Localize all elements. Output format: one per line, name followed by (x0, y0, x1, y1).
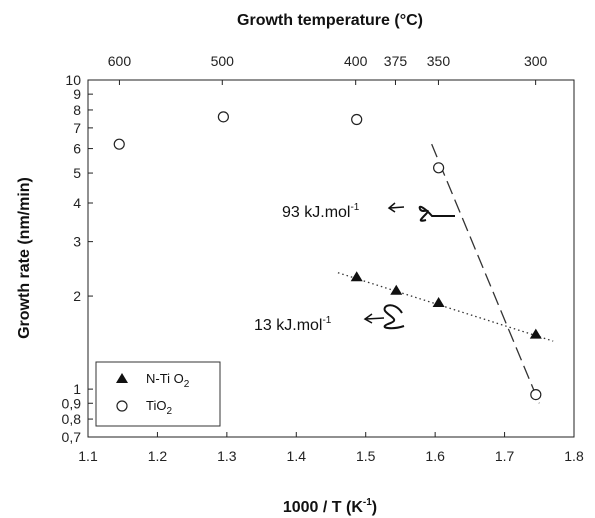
annotation-ntio2: 13 kJ.mol-1 (254, 304, 405, 334)
x-tick-label: 1.3 (217, 448, 237, 464)
legend-marker-triangle (116, 373, 128, 383)
y-tick-label: 0,9 (62, 395, 82, 411)
x-axis-title-sup: -1 (363, 497, 372, 508)
x-tick-label: 1.8 (564, 448, 584, 464)
ntio2-point (350, 271, 363, 282)
top-tick-label: 400 (344, 53, 368, 69)
tio2-point (113, 138, 125, 150)
x-tick-label: 1.7 (495, 448, 515, 464)
ntio2-point (529, 328, 542, 339)
legend-label-tio2-sub: 2 (166, 406, 172, 417)
ntio2-fit-line (337, 272, 554, 342)
legend-label-ntio2-sub: 2 (184, 379, 190, 390)
x-tick-label: 1.2 (148, 448, 168, 464)
annotation-ntio2-main: 13 kJ.mol (254, 317, 322, 334)
top-tick-label: 350 (427, 53, 451, 69)
top-axis-ticks: 600 500 400 375 350 300 (108, 53, 548, 85)
legend-label-ntio2: N-Ti O2 (146, 371, 190, 390)
plot-frame (87, 79, 575, 438)
y-axis-title: Growth rate (nm/min) (16, 177, 33, 339)
y-tick-label: 0,7 (62, 429, 82, 445)
ntio2-point (390, 284, 403, 295)
tio2-point (351, 113, 363, 126)
tio2-fit-line (431, 143, 540, 404)
fit-lines (337, 143, 554, 404)
annotation-ntio2-arrow (363, 313, 385, 324)
x-axis-title-main: 1000 / T (K (283, 499, 363, 516)
top-tick-label: 300 (524, 53, 548, 69)
x-tick-label: 1.1 (78, 448, 98, 464)
legend: N-Ti O2 TiO2 (95, 361, 221, 427)
tio2-point (433, 162, 445, 174)
y-tick-label: 5 (73, 165, 81, 181)
annotation-ntio2-sup: -1 (322, 315, 331, 326)
legend-label-ntio2-main: N-Ti O (146, 371, 184, 386)
annotation-ntio2-text: 13 kJ.mol-1 (254, 315, 332, 334)
x-axis-title-end: ) (372, 499, 377, 516)
data-markers (113, 111, 542, 401)
top-axis-title: Growth temperature (°C) (237, 12, 423, 29)
annotation-tio2-main: 93 kJ.mol (282, 204, 350, 221)
y-tick-label: 9 (73, 86, 81, 102)
x-axis-title: 1000 / T (K-1) (283, 497, 377, 516)
tio2-point (530, 388, 542, 401)
y-tick-label: 3 (73, 234, 81, 250)
y-tick-label: 4 (73, 195, 81, 211)
x-tick-label: 1.4 (287, 448, 307, 464)
legend-box (95, 361, 221, 427)
bottom-axis-ticks: 1.1 1.2 1.3 1.4 1.5 1.6 1.7 1.8 (78, 432, 584, 464)
annotation-tio2-squiggle (418, 205, 455, 222)
top-tick-label: 500 (211, 53, 235, 69)
y-tick-label: 7 (73, 120, 81, 136)
top-tick-label: 600 (108, 53, 132, 69)
annotation-tio2: 93 kJ.mol-1 (282, 202, 455, 222)
y-tick-label: 8 (73, 102, 81, 118)
y-tick-label: 0,8 (62, 411, 82, 427)
annotation-tio2-arrow (387, 202, 405, 213)
top-tick-label: 375 (384, 53, 408, 69)
x-tick-label: 1.6 (425, 448, 445, 464)
ntio2-point (432, 296, 445, 307)
legend-label-tio2-main: TiO (146, 398, 166, 413)
tio2-point (217, 111, 229, 123)
y-tick-label: 6 (73, 141, 81, 157)
y-tick-label: 1 (73, 381, 81, 397)
x-tick-label: 1.5 (356, 448, 376, 464)
y-tick-label: 2 (73, 288, 81, 304)
annotation-tio2-sup: -1 (350, 202, 359, 213)
annotation-tio2-text: 93 kJ.mol-1 (282, 202, 360, 221)
y-tick-label: 10 (65, 72, 81, 88)
legend-label-tio2: TiO2 (146, 398, 172, 417)
annotation-ntio2-squiggle (383, 304, 405, 330)
legend-marker-circle (116, 400, 128, 412)
